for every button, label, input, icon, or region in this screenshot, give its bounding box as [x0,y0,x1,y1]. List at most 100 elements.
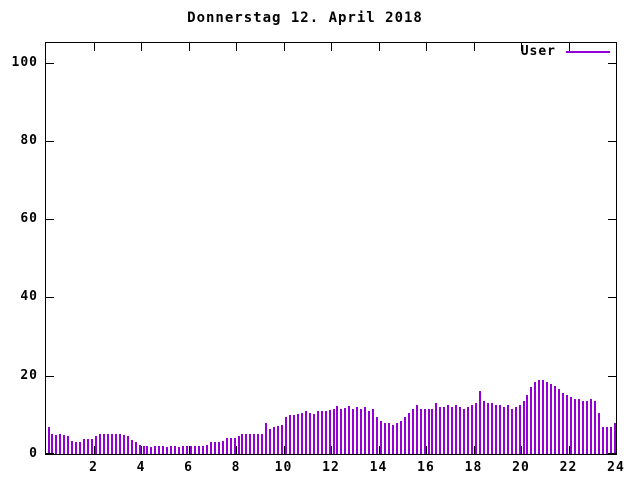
tick-mark [378,446,380,454]
bar [67,436,70,454]
tick-mark [236,446,237,454]
bar [186,446,189,454]
bar [368,410,371,454]
bar [281,424,284,454]
bar [324,410,327,454]
bar [296,414,299,454]
bar [233,437,236,454]
bar [463,409,466,454]
tick-mark [608,219,616,221]
y-tick-label: 40 [20,289,38,305]
bar [498,405,501,454]
tick-mark [141,446,142,454]
bar [522,401,525,454]
bar [197,446,200,454]
bar [162,446,165,454]
bar [573,399,576,454]
bar [494,405,497,454]
bar [467,407,470,454]
tick-mark [188,446,190,454]
bar [170,446,173,454]
tick-mark [46,140,54,142]
plot-area: User [45,42,617,455]
bar [285,416,287,454]
bar [83,439,86,454]
bar [316,410,319,454]
tick-mark [616,43,617,51]
bar [459,407,462,454]
y-tick-label: 60 [20,211,38,227]
bar [71,441,74,454]
bar [118,434,121,454]
bar [106,434,109,454]
bar [423,409,426,454]
bar [478,391,481,454]
x-tick-label: 22 [559,460,578,475]
tick-mark [473,446,475,454]
bar [597,412,600,454]
bar [601,426,604,454]
tick-mark [46,219,54,221]
y-tick-label: 0 [29,446,38,461]
tick-mark [568,43,570,51]
bar [300,412,303,454]
bar [356,407,359,454]
bar [178,446,181,454]
bar [166,446,169,454]
bar [360,409,363,454]
bar [439,407,442,454]
bar [213,442,216,454]
bar [577,399,580,454]
bar [154,446,157,454]
bar [502,407,505,454]
bar [443,407,446,454]
bar [336,405,339,454]
bar [87,439,90,454]
tick-mark [236,43,237,51]
bar [47,426,50,454]
bar [593,401,596,454]
bar [490,403,493,454]
tick-mark [141,43,142,51]
bar [114,434,117,454]
x-tick-label: 12 [322,460,340,475]
bar [249,434,252,454]
legend-line-sample [566,51,610,53]
bar [261,433,264,454]
y-tick-label: 20 [20,367,38,383]
bar [150,446,153,454]
tick-mark [331,446,332,454]
legend-label: User [520,44,556,59]
bar [174,446,177,454]
bar [613,422,616,454]
bar [514,407,517,454]
tick-mark [521,43,522,51]
tick-mark [46,62,54,64]
bar [288,414,291,454]
bar [566,395,569,454]
bar [589,399,592,454]
tick-mark [46,453,54,454]
bar [348,405,351,454]
tick-mark [608,62,616,64]
legend: User [521,45,610,59]
bar [122,435,125,454]
bar [182,446,185,454]
bar [407,412,410,454]
bar [75,442,78,454]
tick-mark [378,43,380,51]
bar [277,425,280,454]
bar [383,422,386,454]
bar [241,434,244,454]
bar [273,426,276,454]
tick-mark [46,375,54,377]
x-tick-label: 10 [274,460,293,475]
bar [253,434,256,454]
bar [312,414,315,454]
bar [245,434,248,454]
x-tick-label: 4 [136,460,146,475]
bar [265,422,268,454]
bar [570,397,572,454]
bar [542,379,545,454]
tick-mark [608,297,616,299]
